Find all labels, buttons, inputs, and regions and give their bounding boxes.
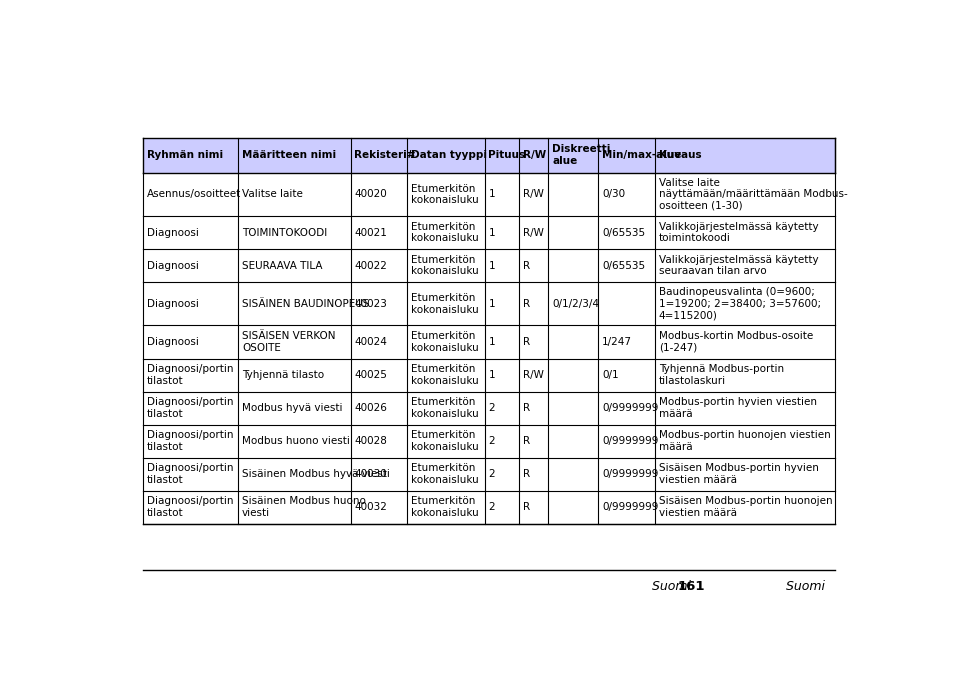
Text: SISÄINEN BAUDINOPEUS: SISÄINEN BAUDINOPEUS (242, 299, 369, 309)
Text: Sisäisen Modbus-portin hyvien
viestien määrä: Sisäisen Modbus-portin hyvien viestien m… (658, 464, 818, 485)
Text: 2: 2 (488, 502, 495, 512)
Text: R: R (522, 502, 530, 512)
Text: 1: 1 (488, 260, 495, 271)
Text: 0/1/2/3/4: 0/1/2/3/4 (552, 299, 598, 309)
Text: Diagnoosi/portin
tilastot: Diagnoosi/portin tilastot (147, 497, 233, 518)
Text: 40022: 40022 (354, 260, 387, 271)
Text: 40023: 40023 (354, 299, 387, 309)
Text: Rekisteri#: Rekisteri# (354, 150, 416, 160)
Text: 2: 2 (488, 403, 495, 413)
Text: Kuvaus: Kuvaus (658, 150, 700, 160)
Text: Etumerkitön
kokonaisluku: Etumerkitön kokonaisluku (411, 397, 478, 419)
Text: R: R (522, 299, 530, 309)
Text: R: R (522, 436, 530, 446)
Text: Sisäinen Modbus huono
viesti: Sisäinen Modbus huono viesti (242, 497, 366, 518)
Text: 2: 2 (488, 469, 495, 479)
Text: Etumerkitön
kokonaisluku: Etumerkitön kokonaisluku (411, 364, 478, 386)
Text: R/W: R/W (522, 189, 543, 199)
Text: Diagnoosi/portin
tilastot: Diagnoosi/portin tilastot (147, 397, 233, 419)
Text: Modbus hyvä viesti: Modbus hyvä viesti (242, 403, 342, 413)
Text: Diagnoosi: Diagnoosi (147, 337, 198, 347)
Text: 0/30: 0/30 (601, 189, 624, 199)
Text: Sisäisen Modbus-portin huonojen
viestien määrä: Sisäisen Modbus-portin huonojen viestien… (658, 497, 831, 518)
Text: Modbus huono viesti: Modbus huono viesti (242, 436, 350, 446)
Text: 40020: 40020 (354, 189, 387, 199)
Text: Asennus/osoitteet: Asennus/osoitteet (147, 189, 240, 199)
Text: Määritteen nimi: Määritteen nimi (242, 150, 335, 160)
Text: R/W: R/W (522, 150, 546, 160)
Text: Modbus-kortin Modbus-osoite
(1-247): Modbus-kortin Modbus-osoite (1-247) (658, 331, 812, 353)
Text: Diagnoosi/portin
tilastot: Diagnoosi/portin tilastot (147, 464, 233, 485)
Text: Datan tyyppi: Datan tyyppi (411, 150, 486, 160)
Text: Tyhjennä Modbus-portin
tilastolaskuri: Tyhjennä Modbus-portin tilastolaskuri (658, 364, 783, 386)
Text: 0/9999999: 0/9999999 (601, 502, 658, 512)
Text: 161: 161 (677, 580, 704, 593)
Text: Diagnoosi/portin
tilastot: Diagnoosi/portin tilastot (147, 364, 233, 386)
Text: Suomi: Suomi (785, 580, 832, 593)
Text: Diskreetti
alue: Diskreetti alue (552, 145, 610, 166)
Text: Valitse laite
näyttämään/määrittämään Modbus-
osoitteen (1-30): Valitse laite näyttämään/määrittämään Mo… (658, 178, 846, 211)
Text: SEURAAVA TILA: SEURAAVA TILA (242, 260, 322, 271)
Text: 40028: 40028 (354, 436, 387, 446)
Text: R: R (522, 260, 530, 271)
Text: 0/9999999: 0/9999999 (601, 469, 658, 479)
Text: Baudinopeusvalinta (0=9600;
1=19200; 2=38400; 3=57600;
4=115200): Baudinopeusvalinta (0=9600; 1=19200; 2=3… (658, 287, 820, 320)
Text: SISÄISEN VERKON
OSOITE: SISÄISEN VERKON OSOITE (242, 331, 335, 353)
Text: 2: 2 (488, 436, 495, 446)
Text: Min/max-alue: Min/max-alue (601, 150, 680, 160)
Text: Tyhjennä tilasto: Tyhjennä tilasto (242, 370, 324, 380)
Text: 0/9999999: 0/9999999 (601, 403, 658, 413)
Text: Diagnoosi: Diagnoosi (147, 299, 198, 309)
Text: Etumerkitön
kokonaisluku: Etumerkitön kokonaisluku (411, 293, 478, 314)
Text: 40025: 40025 (354, 370, 387, 380)
Text: R: R (522, 469, 530, 479)
Text: 40030: 40030 (354, 469, 387, 479)
Text: 0/65535: 0/65535 (601, 260, 644, 271)
Text: Ryhmän nimi: Ryhmän nimi (147, 150, 222, 160)
Text: Valikkojärjestelmässä käytetty
toimintokoodi: Valikkojärjestelmässä käytetty toimintok… (658, 221, 818, 244)
Text: Modbus-portin huonojen viestien
määrä: Modbus-portin huonojen viestien määrä (658, 430, 830, 452)
Text: 0/65535: 0/65535 (601, 227, 644, 238)
Text: R: R (522, 403, 530, 413)
Text: Etumerkitön
kokonaisluku: Etumerkitön kokonaisluku (411, 221, 478, 244)
Text: 1/247: 1/247 (601, 337, 631, 347)
Text: 1: 1 (488, 299, 495, 309)
Text: 1: 1 (488, 370, 495, 380)
Text: Diagnoosi/portin
tilastot: Diagnoosi/portin tilastot (147, 430, 233, 452)
Text: Etumerkitön
kokonaisluku: Etumerkitön kokonaisluku (411, 430, 478, 452)
Text: Etumerkitön
kokonaisluku: Etumerkitön kokonaisluku (411, 184, 478, 205)
Text: Pituus: Pituus (488, 150, 525, 160)
Text: 0/9999999: 0/9999999 (601, 436, 658, 446)
Text: TOIMINTOKOODI: TOIMINTOKOODI (242, 227, 327, 238)
Text: Suomi: Suomi (651, 580, 698, 593)
Text: Etumerkitön
kokonaisluku: Etumerkitön kokonaisluku (411, 464, 478, 485)
Text: R/W: R/W (522, 370, 543, 380)
Text: Valitse laite: Valitse laite (242, 189, 303, 199)
Text: Modbus-portin hyvien viestien
määrä: Modbus-portin hyvien viestien määrä (658, 397, 816, 419)
Text: R/W: R/W (522, 227, 543, 238)
Text: Etumerkitön
kokonaisluku: Etumerkitön kokonaisluku (411, 255, 478, 277)
Text: 1: 1 (488, 227, 495, 238)
Bar (143, 138, 834, 173)
Text: Etumerkitön
kokonaisluku: Etumerkitön kokonaisluku (411, 331, 478, 353)
Text: 40032: 40032 (354, 502, 387, 512)
Text: 40024: 40024 (354, 337, 387, 347)
Text: Diagnoosi: Diagnoosi (147, 260, 198, 271)
Text: 1: 1 (488, 337, 495, 347)
Text: 40021: 40021 (354, 227, 387, 238)
Text: Diagnoosi: Diagnoosi (147, 227, 198, 238)
Text: 40026: 40026 (354, 403, 387, 413)
Text: R: R (522, 337, 530, 347)
Text: Etumerkitön
kokonaisluku: Etumerkitön kokonaisluku (411, 497, 478, 518)
Text: Sisäinen Modbus hyvä viesti: Sisäinen Modbus hyvä viesti (242, 469, 390, 479)
Text: 1: 1 (488, 189, 495, 199)
Text: Valikkojärjestelmässä käytetty
seuraavan tilan arvo: Valikkojärjestelmässä käytetty seuraavan… (658, 255, 818, 277)
Text: 0/1: 0/1 (601, 370, 618, 380)
